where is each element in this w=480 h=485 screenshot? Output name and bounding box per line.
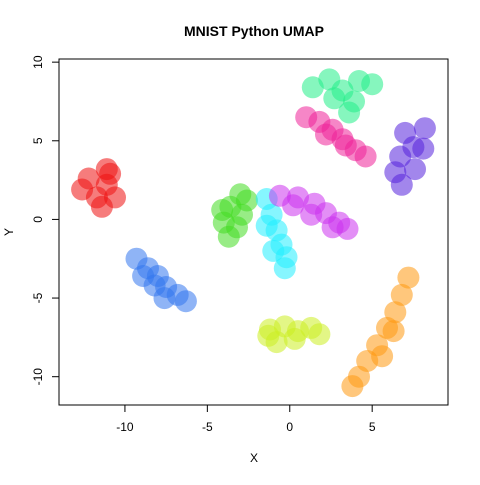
cluster-4-point-7 <box>300 203 323 226</box>
cluster-4-point-8 <box>282 194 305 217</box>
cluster-9-point-9 <box>382 320 405 343</box>
cluster-5-point-0 <box>301 76 324 99</box>
cluster-8-point-5 <box>283 327 306 350</box>
cluster-7-point-6 <box>404 158 426 181</box>
cluster-9-point-0 <box>397 266 420 289</box>
chart-title: MNIST Python UMAP <box>184 23 324 39</box>
cluster-5-point-7 <box>323 87 346 110</box>
y-tick-label-5: 5 <box>31 137 45 144</box>
y-tick-label-10: 10 <box>31 55 45 69</box>
cluster-2-point-5 <box>211 199 234 221</box>
y-axis-label: Y <box>2 228 16 236</box>
cluster-0-point-6 <box>90 195 113 218</box>
x-tick-label-5: 5 <box>369 420 376 434</box>
cluster-6-point-7 <box>315 123 337 146</box>
cluster-5-point-6 <box>338 101 361 124</box>
cluster-3-point-5 <box>273 257 296 280</box>
x-tick-label--5: -5 <box>202 420 213 434</box>
cluster-4-point-6 <box>321 216 344 239</box>
cluster-9-point-8 <box>371 345 394 368</box>
cluster-8-point-4 <box>308 323 331 346</box>
cluster-6-point-5 <box>354 145 377 168</box>
cluster-0-point-5 <box>71 178 94 201</box>
cluster-3-point-7 <box>255 214 278 237</box>
x-tick-label-0: 0 <box>286 420 293 434</box>
cluster-3-point-6 <box>262 239 285 262</box>
cluster-1-point-5 <box>174 290 197 313</box>
y-tick-label--5: -5 <box>31 292 45 303</box>
cluster-0-point-7 <box>95 158 118 181</box>
points-layer <box>71 68 436 398</box>
cluster-2-point-7 <box>231 203 253 226</box>
x-axis-label: X <box>250 451 258 465</box>
y-tick-label--10: -10 <box>31 368 45 386</box>
cluster-8-point-7 <box>257 324 280 347</box>
cluster-7-point-7 <box>412 137 435 160</box>
cluster-2-point-6 <box>217 225 240 248</box>
cluster-9-point-1 <box>390 283 413 306</box>
y-axis: -10 -5 0 5 10 <box>31 55 59 385</box>
cluster-5-point-4 <box>361 73 384 96</box>
cluster-1-point-8 <box>132 265 155 287</box>
y-tick-label-0: 0 <box>31 216 45 223</box>
cluster-6-point-6 <box>334 134 357 157</box>
cluster-9-point-7 <box>341 375 364 398</box>
plot-frame <box>58 58 449 406</box>
x-tick-label--10: -10 <box>116 420 134 434</box>
cluster-7-point-1 <box>413 117 436 140</box>
cluster-7-point-5 <box>390 173 413 196</box>
x-axis: -10 -5 0 5 <box>116 405 376 434</box>
